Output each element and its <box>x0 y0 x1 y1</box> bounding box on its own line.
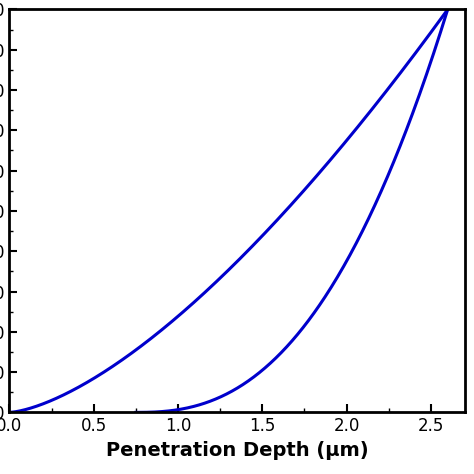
X-axis label: Penetration Depth (μm): Penetration Depth (μm) <box>106 441 368 460</box>
